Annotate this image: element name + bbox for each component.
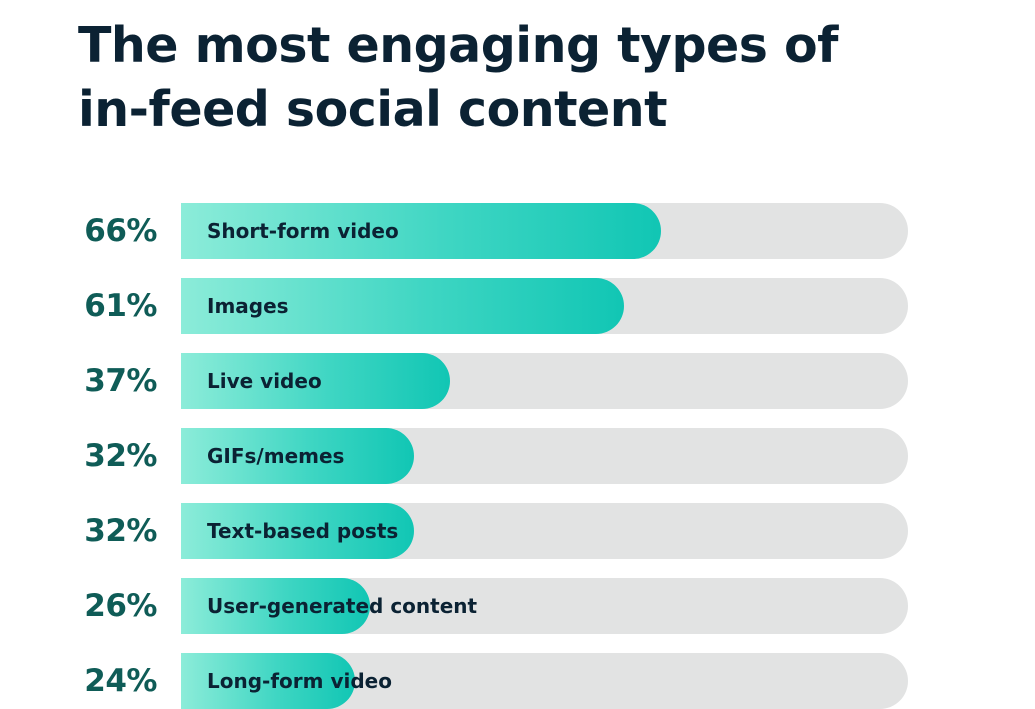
bar-track — [181, 503, 908, 559]
bar-fill — [181, 203, 661, 259]
bar-fill — [181, 428, 414, 484]
bar-fill — [181, 353, 450, 409]
bar-fill — [181, 278, 624, 334]
bar-category-label: Short-form video — [207, 219, 399, 243]
bar-fill — [181, 503, 414, 559]
bar-row: 32% GIFs/memes — [0, 428, 1035, 484]
chart-title-line-2: in-feed social content — [78, 81, 668, 138]
bar-fill — [181, 578, 370, 634]
bar-track — [181, 578, 908, 634]
bar-chart: 66% Short-form video 61% Images 37% Live vide… — [0, 203, 1035, 709]
bar-row: 26% User-generated content — [0, 578, 1035, 634]
bar-row: 66% Short-form video — [0, 203, 1035, 259]
bar-value-label: 37% — [84, 363, 157, 399]
bar-row: 32% Text-based posts — [0, 503, 1035, 559]
bar-track — [181, 353, 908, 409]
bar-category-label: GIFs/memes — [207, 444, 345, 468]
bar-category-label: Live video — [207, 369, 322, 393]
bar-row: 37% Live video — [0, 353, 1035, 409]
bar-track — [181, 203, 908, 259]
chart-title: The most engaging types of in-feed socia… — [78, 14, 839, 142]
bar-value-label: 32% — [84, 513, 157, 549]
bar-category-label: Long-form video — [207, 669, 392, 693]
bar-track — [181, 428, 908, 484]
bar-category-label: Text-based posts — [207, 519, 399, 543]
bar-row: 61% Images — [0, 278, 1035, 334]
bar-value-label: 32% — [84, 438, 157, 474]
chart-title-line-1: The most engaging types of — [78, 17, 839, 74]
bar-category-label: User-generated content — [207, 594, 478, 618]
bar-value-label: 66% — [84, 213, 157, 249]
bar-category-label: Images — [207, 294, 289, 318]
bar-value-label: 61% — [84, 288, 157, 324]
bar-value-label: 24% — [84, 663, 157, 699]
bar-row: 24% Long-form video — [0, 653, 1035, 709]
bar-value-label: 26% — [84, 588, 157, 624]
bar-track — [181, 278, 908, 334]
